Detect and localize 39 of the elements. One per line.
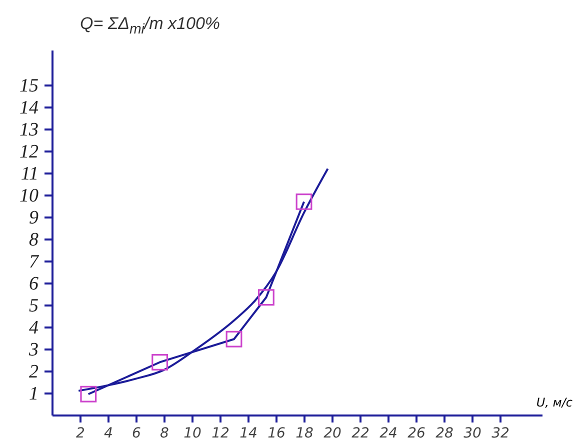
x-tick-label: 26 [408, 426, 426, 442]
x-tick-label: 10 [184, 426, 202, 442]
x-tick-label: 18 [296, 426, 314, 442]
point [258, 289, 274, 306]
x-tick-label: 6 [132, 426, 142, 442]
x-tick-label: 24 [380, 426, 398, 442]
point [80, 386, 97, 402]
y-tick-label: 2 [29, 362, 39, 383]
y-tick-label: 4 [29, 318, 39, 339]
x-tick-label: 4 [104, 426, 113, 442]
line-series [78, 168, 329, 392]
y-tick-label: 6 [29, 274, 39, 295]
y-tick-label: 8 [29, 230, 39, 251]
point [152, 354, 168, 370]
x-tick-label: 12 [212, 426, 230, 442]
x-tick-label: 30 [464, 426, 482, 442]
x-tick-label: 28 [436, 426, 454, 442]
y-tick-label: 3 [28, 340, 38, 361]
x-axis-title: U, м/с [536, 396, 573, 410]
y-tick-label: 1 [29, 384, 38, 405]
y-tick-label: 9 [29, 208, 39, 229]
point [226, 330, 242, 348]
x-tick-label: 22 [352, 426, 370, 442]
y-tick-label: 15 [20, 76, 38, 97]
x-tick-label: 2 [76, 426, 86, 442]
y-tick-label: 7 [29, 252, 40, 273]
y-tick-label: 11 [20, 164, 38, 185]
y-tick-label: 10 [20, 186, 39, 207]
x-tick-label: 16 [268, 426, 286, 442]
x-tick-label: 20 [324, 426, 342, 442]
y-tick-label: 14 [20, 98, 39, 119]
text: Q= ΣΔ$_{mi}$/m x100% [80, 14, 220, 38]
y-tick-label: 12 [20, 142, 39, 163]
point [296, 194, 312, 210]
x-tick-label: 8 [160, 426, 170, 442]
x-tick-label: 14 [240, 426, 258, 442]
x-tick-label: 32 [492, 426, 510, 442]
y-tick-label: 5 [29, 296, 38, 317]
y-tick-label: 13 [20, 120, 38, 141]
